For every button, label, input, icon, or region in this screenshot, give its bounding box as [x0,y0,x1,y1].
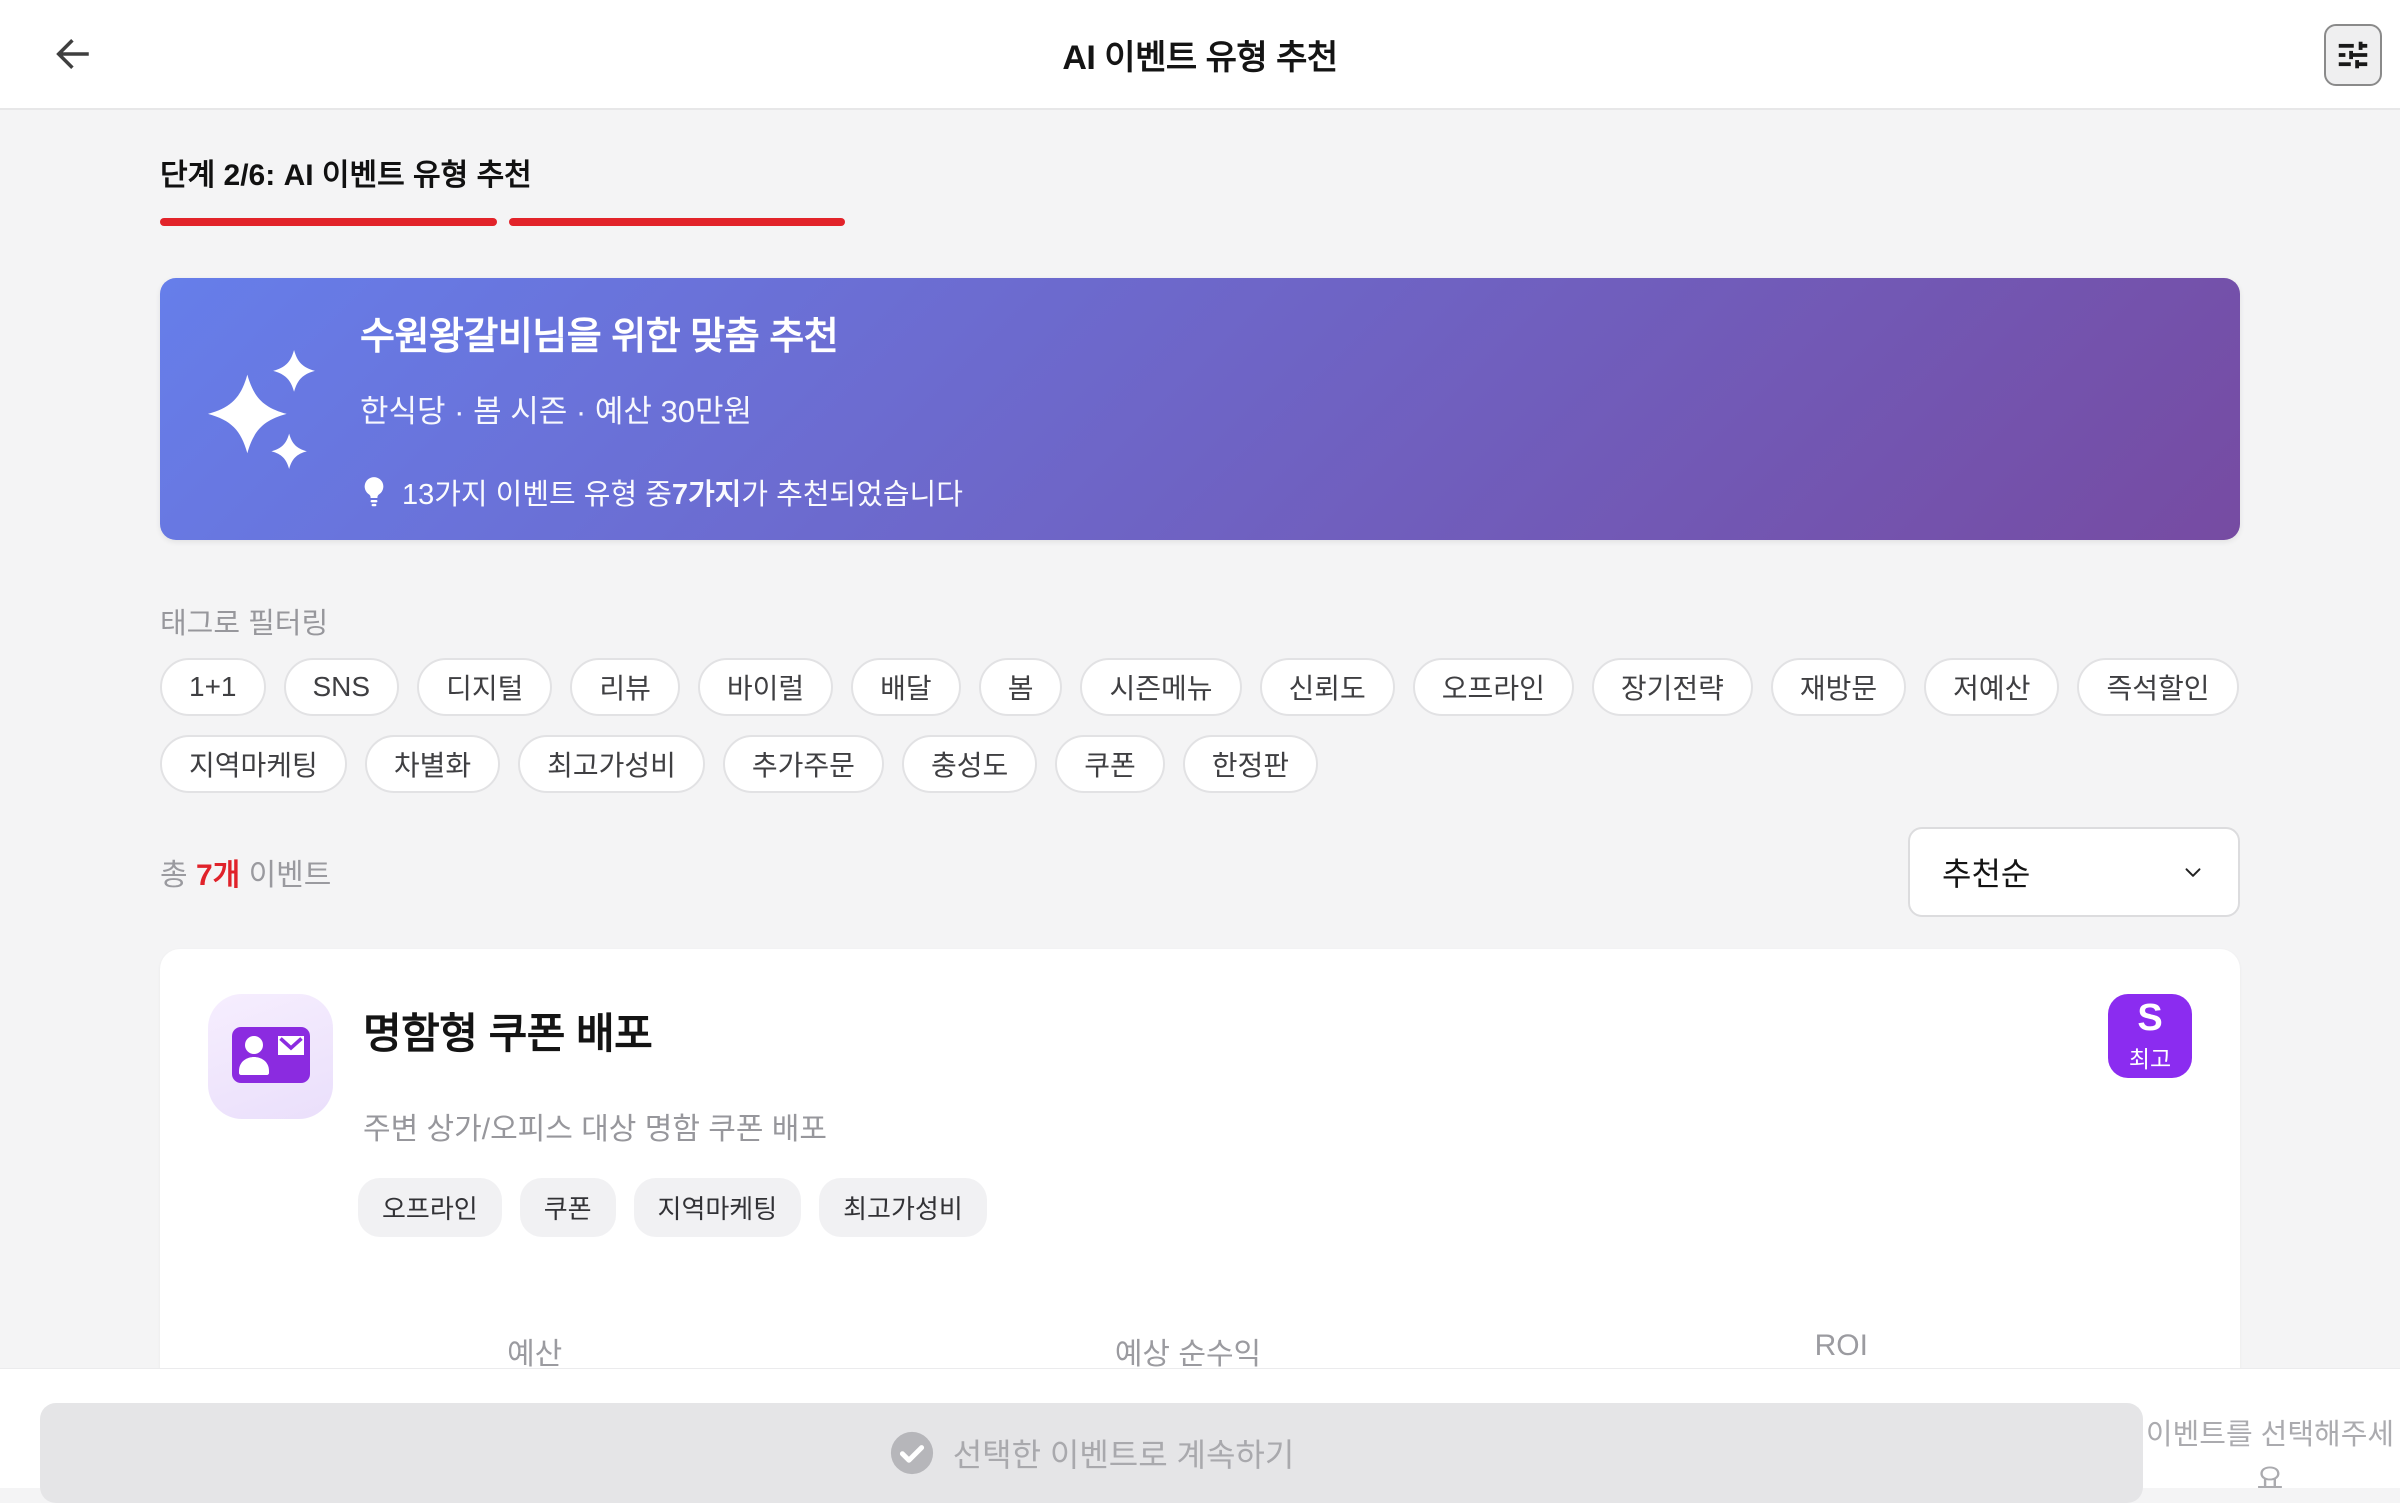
chevron-down-icon [2180,859,2206,885]
step-progress-label: 단계 2/6: AI 이벤트 유형 추천 [160,159,532,192]
filter-chip[interactable]: 바이럴 [697,658,834,716]
page-title: AI 이벤트 유형 추천 [1062,38,1338,77]
grade-badge: S 최고 [2108,994,2192,1078]
progress-segment [1555,218,1892,226]
sort-select[interactable]: 추천순 [1908,827,2240,917]
filter-chip[interactable]: 추가주문 [722,735,884,793]
header: AI 이벤트 유형 추천 [0,0,2400,110]
filter-chip[interactable]: 지역마케팅 [160,735,347,793]
banner-title: 수원왕갈비님을 위한 맞춤 추천 [360,316,839,358]
banner-info-count: 7가지 [671,479,742,511]
filter-settings-button[interactable] [2324,24,2382,86]
filter-chip[interactable]: 한정판 [1182,735,1319,793]
progress-bar [160,218,2240,226]
filter-chip[interactable]: 장기전략 [1591,658,1753,716]
back-button[interactable] [40,22,104,86]
stat-label: 예산 [507,1338,563,1371]
sliders-icon [2334,36,2372,74]
filter-chip[interactable]: 쿠폰 [1055,735,1165,793]
check-circle-icon [889,1430,935,1476]
banner-info-prefix: 13가지 이벤트 유형 중 [402,479,672,511]
progress-segment [1206,218,1543,226]
grade-letter: S [2137,997,2163,1039]
continue-button-label: 선택한 이벤트로 계속하기 [952,1437,1295,1473]
filter-chip[interactable]: 충성도 [901,735,1038,793]
progress-segment [160,218,497,226]
results-count-prefix: 총 [160,859,196,892]
filter-chip[interactable]: 재방문 [1770,658,1907,716]
grade-label: 최고 [2128,1046,2172,1072]
bottom-action-bar: 선택한 이벤트로 계속하기 이벤트를 선택해주세요 [0,1368,2400,1503]
back-arrow-icon [49,34,95,74]
filter-chip[interactable]: SNS [283,658,400,716]
sort-selected-value: 추천순 [1942,856,2031,892]
filter-chip[interactable]: 봄 [978,658,1063,716]
filter-chip[interactable]: 저예산 [1924,658,2060,716]
event-tag: 최고가성비 [819,1178,987,1237]
results-row: 총 7개 이벤트 추천순 [160,827,2240,917]
event-tag-list: 오프라인 쿠폰 지역마케팅 최고가성비 [358,1178,2192,1237]
event-card[interactable]: 명함형 쿠폰 배포 주변 상가/오피스 대상 명함 쿠폰 배포 S 최고 오프라… [160,949,2240,1449]
filter-chip[interactable]: 오프라인 [1412,658,1574,716]
main-content: 단계 2/6: AI 이벤트 유형 추천 수원왕갈비님을 위한 맞춤 추천 한식… [0,150,2400,1449]
recommendation-banner: 수원왕갈비님을 위한 맞춤 추천 한식당 · 봄 시즌 · 예산 30만원 13… [160,278,2240,540]
continue-button[interactable]: 선택한 이벤트로 계속하기 [40,1403,2143,1503]
filter-chip-list: 1+1 SNS 디지털 리뷰 바이럴 배달 봄 시즌메뉴 신뢰도 오프라인 장기전략 재방문 저예산 즉석… [160,658,2240,793]
event-description: 주변 상가/오피스 대상 명함 쿠폰 배포 [363,1113,828,1146]
contact-card-icon [208,994,333,1119]
banner-info-suffix: 가 추천되었습니다 [741,479,963,511]
progress-segment [508,218,846,226]
filter-chip[interactable]: 디지털 [417,658,553,716]
filter-chip[interactable]: 차별화 [364,735,501,793]
results-count-number: 7개 [195,859,241,892]
banner-info: 13가지 이벤트 유형 중 7가지 가 추천되었습니다 [360,471,963,513]
filter-chip[interactable]: 최고가성비 [518,735,705,793]
filter-chip[interactable]: 배달 [851,658,961,716]
event-tag: 오프라인 [358,1178,502,1237]
stat-label: 예상 순수익 [1114,1338,1262,1371]
filter-chip[interactable]: 신뢰도 [1259,658,1395,716]
filter-chip[interactable]: 1+1 [160,658,266,716]
stat-label: ROI [1814,1329,1868,1362]
lightbulb-icon [360,476,388,508]
results-count-suffix: 이벤트 [240,859,332,892]
filter-chip[interactable]: 리뷰 [570,658,680,716]
progress-segment [1903,218,2240,226]
results-count: 총 7개 이벤트 [160,850,331,894]
sparkles-icon [208,334,326,484]
event-tag: 지역마케팅 [633,1178,802,1237]
filter-chip[interactable]: 즉석할인 [2077,658,2239,716]
event-tag: 쿠폰 [519,1178,616,1237]
filter-chip[interactable]: 시즌메뉴 [1080,658,1242,716]
progress-segment [857,218,1194,226]
selection-helper-text: 이벤트를 선택해주세요 [2145,1419,2395,1496]
filter-section-label: 태그로 필터링 [160,608,329,640]
event-title: 명함형 쿠폰 배포 [363,1010,653,1057]
banner-subtitle: 한식당 · 봄 시즌 · 예산 30만원 [360,394,753,429]
